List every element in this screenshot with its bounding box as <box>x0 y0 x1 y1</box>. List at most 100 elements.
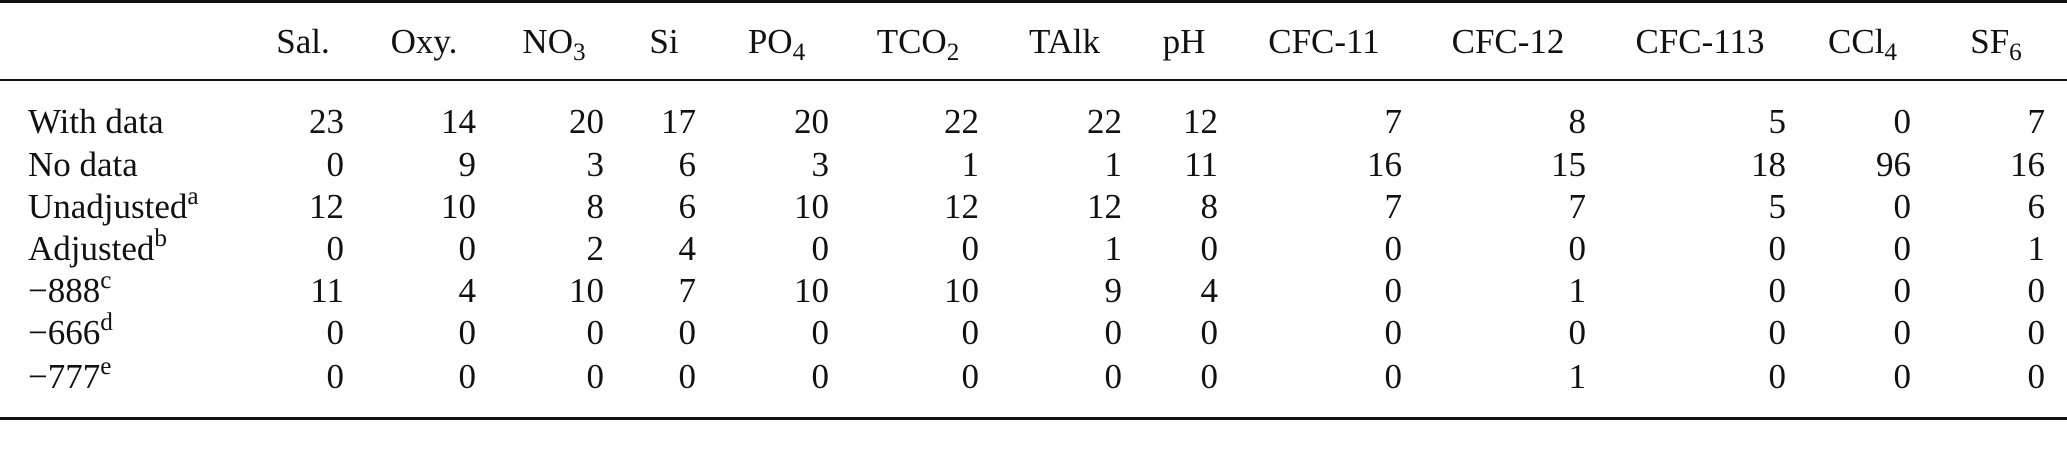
table-row: With data 23 14 20 17 20 22 22 12 7 8 5 0 7 <box>0 80 2067 143</box>
table-cell: 4 <box>458 270 477 310</box>
column-header: pH <box>1136 0 1232 81</box>
table-cell: 6 <box>678 144 697 184</box>
table-cell: 11 <box>1184 144 1218 184</box>
row-label-footnote: e <box>100 352 112 380</box>
column-header-label: PO <box>747 21 793 61</box>
column-header-label: TCO <box>876 21 947 61</box>
table-cell: 8 <box>1200 186 1219 226</box>
column-header-label: CFC-113 <box>1635 21 1765 61</box>
row-label: −666d <box>0 310 248 353</box>
table-cell: 8 <box>1568 101 1587 141</box>
column-header-label: CCl <box>1827 21 1885 61</box>
table-cell: 17 <box>661 101 696 141</box>
table-cell: 0 <box>843 353 993 420</box>
table-cell: 0 <box>961 312 980 352</box>
table-cell: 15 <box>1551 144 1586 184</box>
table-cell: 0 <box>993 353 1136 420</box>
table-cell: 10 <box>794 186 829 226</box>
table-cell: 0 <box>2027 270 2046 310</box>
table-cell: 0 <box>1768 312 1787 352</box>
table-cell: 10 <box>944 270 979 310</box>
table-cell: 9 <box>1104 270 1123 310</box>
table-cell: 23 <box>309 101 344 141</box>
table-cell: 0 <box>1568 312 1587 352</box>
table-cell: 10 <box>569 270 604 310</box>
table-cell: 0 <box>618 353 710 420</box>
row-label: −777e <box>0 352 248 420</box>
row-label-text: −777 <box>28 356 101 396</box>
column-header-subscript: 2 <box>946 38 960 66</box>
table-cell: 12 <box>1183 101 1218 141</box>
table-cell: 0 <box>490 353 618 420</box>
table-cell: 0 <box>710 353 843 420</box>
table-cell: 0 <box>1136 353 1232 420</box>
column-header-label: Oxy. <box>390 21 458 61</box>
table-cell: 22 <box>944 101 979 141</box>
table-cell: 1 <box>1568 270 1587 310</box>
table-cell: 4 <box>678 228 697 268</box>
table-cell: 7 <box>1384 186 1403 226</box>
table-cell: 16 <box>2010 144 2045 184</box>
table-cell: 7 <box>2027 101 2046 141</box>
table-cell: 18 <box>1751 144 1786 184</box>
column-header: CFC-113 <box>1600 0 1800 81</box>
table-cell: 1 <box>1416 353 1600 420</box>
table-cell: 0 <box>326 312 345 352</box>
table-cell: 0 <box>1200 312 1219 352</box>
column-header: TAlk <box>993 0 1136 81</box>
table-cell: 7 <box>1384 101 1403 141</box>
header-row: Sal. Oxy. NO3 Si PO4 TCO2 TAlk pH CFC-11 CFC-12 CF… <box>0 0 2067 81</box>
table-cell: 0 <box>1768 270 1787 310</box>
table-cell: 0 <box>811 312 830 352</box>
table-cell: 0 <box>1384 312 1403 352</box>
table-cell: 0 <box>458 312 477 352</box>
column-header: TCO2 <box>843 0 993 81</box>
table-cell: 0 <box>1768 228 1787 268</box>
table-row: No data 0 9 3 6 3 1 1 11 16 15 18 96 16 <box>0 143 2067 185</box>
corner-cell <box>0 0 248 81</box>
table-cell: 1 <box>2027 228 2046 268</box>
table-body: With data 23 14 20 17 20 22 22 12 7 8 5 0 7 No data 0 9 3… <box>0 80 2067 420</box>
column-header-label: Sal. <box>276 21 330 61</box>
table-cell: 0 <box>1232 353 1416 420</box>
column-header: Sal. <box>248 0 358 81</box>
table-cell: 10 <box>441 186 476 226</box>
row-label: −888c <box>0 268 248 311</box>
table-cell: 20 <box>794 101 829 141</box>
table-cell: 7 <box>678 270 697 310</box>
column-header: Si <box>618 0 710 81</box>
table-cell: 16 <box>1367 144 1402 184</box>
column-header: CFC-11 <box>1232 0 1416 81</box>
table-cell: 96 <box>1876 144 1911 184</box>
table-cell: 9 <box>458 144 477 184</box>
table-row: Unadjusteda 12 10 8 6 10 12 12 8 7 7 5 0 6 <box>0 182 2067 227</box>
row-label-footnote: b <box>154 224 167 252</box>
table-cell: 2 <box>586 228 605 268</box>
table-cell: 0 <box>1104 312 1123 352</box>
table-cell: 0 <box>1893 228 1912 268</box>
column-header: SF6 <box>1925 0 2067 81</box>
table-cell: 10 <box>794 270 829 310</box>
table-cell: 0 <box>1893 186 1912 226</box>
table-cell: 7 <box>1568 186 1587 226</box>
table-cell: 1 <box>961 144 980 184</box>
table-row: −777e 0 0 0 0 0 0 0 0 0 1 0 0 0 <box>0 352 2067 420</box>
column-header-subscript: 4 <box>792 38 806 66</box>
table-cell: 0 <box>458 228 477 268</box>
row-label-footnote: a <box>187 182 199 210</box>
table-cell: 6 <box>2027 186 2046 226</box>
table-cell: 6 <box>678 186 697 226</box>
row-label-text: Unadjusted <box>28 186 188 226</box>
table-cell: 11 <box>310 270 344 310</box>
row-label: No data <box>0 143 248 185</box>
table-cell: 12 <box>1087 186 1122 226</box>
column-header-subscript: 6 <box>2009 38 2022 66</box>
column-header-label: TAlk <box>1028 21 1101 61</box>
column-header-label: CFC-11 <box>1268 21 1380 61</box>
table-cell: 0 <box>811 228 830 268</box>
row-label: With data <box>0 80 248 143</box>
column-header: CFC-12 <box>1416 0 1600 81</box>
row-label-text: −888 <box>28 270 101 310</box>
table-cell: 0 <box>326 144 345 184</box>
data-table: Sal. Oxy. NO3 Si PO4 TCO2 TAlk pH CFC-11 CFC-12 CF… <box>0 0 2067 420</box>
